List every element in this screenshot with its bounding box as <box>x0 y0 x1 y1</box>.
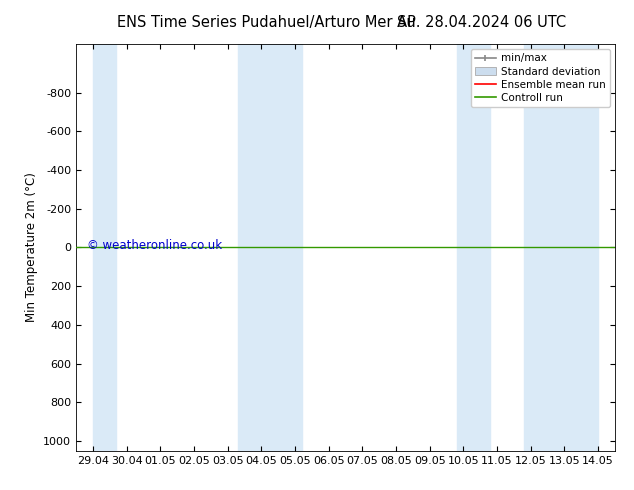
Legend: min/max, Standard deviation, Ensemble mean run, Controll run: min/max, Standard deviation, Ensemble me… <box>470 49 610 107</box>
Text: ENS Time Series Pudahuel/Arturo Mer AP: ENS Time Series Pudahuel/Arturo Mer AP <box>117 15 416 30</box>
Bar <box>93 44 117 451</box>
Bar <box>238 44 302 451</box>
Text: Su. 28.04.2024 06 UTC: Su. 28.04.2024 06 UTC <box>398 15 566 30</box>
Y-axis label: Min Temperature 2m (°C): Min Temperature 2m (°C) <box>25 172 37 322</box>
Bar <box>456 44 490 451</box>
Bar <box>524 44 598 451</box>
Text: © weatheronline.co.uk: © weatheronline.co.uk <box>87 239 222 252</box>
